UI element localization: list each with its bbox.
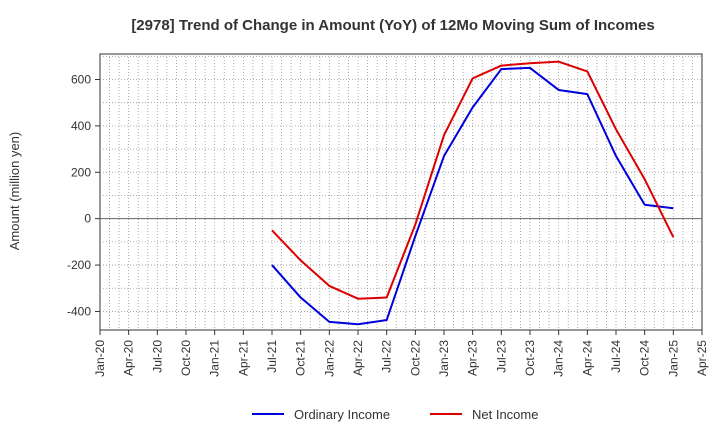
legend: Ordinary Income Net Income — [252, 407, 538, 422]
chart-title: [2978] Trend of Change in Amount (YoY) o… — [131, 17, 654, 34]
x-tick-label: Jul-22 — [380, 340, 394, 373]
legend-label: Ordinary Income — [294, 407, 390, 422]
x-axis-ticks: Jan-20 Apr-20 Jul-20 Oct-20 Jan-21 Apr-21 Jul-… — [93, 330, 709, 377]
series-line — [271, 66, 674, 326]
x-tick-label: Jul-24 — [609, 340, 623, 373]
x-tick-label: Jul-21 — [265, 340, 279, 373]
x-tick-label: Apr-21 — [236, 340, 250, 376]
x-tick-label: Oct-24 — [638, 340, 652, 376]
grid — [100, 54, 702, 330]
legend-label: Net Income — [472, 407, 538, 422]
y-tick-label: 400 — [71, 119, 91, 133]
x-tick-label: Jan-23 — [437, 340, 451, 377]
x-tick-label: Apr-24 — [580, 340, 594, 376]
y-axis-ticks: -400 -200 0 200 400 600 — [67, 73, 100, 318]
x-tick-label: Jan-21 — [208, 340, 222, 377]
x-tick-label: Jan-24 — [552, 340, 566, 377]
x-tick-label: Jan-25 — [666, 340, 680, 377]
x-tick-label: Oct-21 — [294, 340, 308, 376]
y-tick-label: 0 — [84, 212, 91, 226]
x-tick-label: Jul-23 — [494, 340, 508, 373]
x-tick-label: Oct-22 — [408, 340, 422, 376]
x-tick-label: Apr-20 — [122, 340, 136, 376]
x-tick-label: Jan-20 — [93, 340, 107, 377]
y-tick-label: 600 — [71, 73, 91, 87]
x-tick-label: Jan-22 — [322, 340, 336, 377]
x-tick-label: Jul-20 — [150, 340, 164, 373]
x-tick-label: Oct-23 — [523, 340, 537, 376]
x-tick-label: Apr-22 — [351, 340, 365, 376]
series-line — [271, 60, 675, 300]
y-tick-label: -400 — [67, 304, 91, 318]
series-lines — [271, 60, 675, 326]
x-tick-label: Apr-25 — [695, 340, 709, 376]
y-tick-label: -200 — [67, 258, 91, 272]
y-axis-label: Amount (million yen) — [7, 132, 22, 251]
y-tick-label: 200 — [71, 165, 91, 179]
x-tick-label: Apr-23 — [466, 340, 480, 376]
x-tick-label: Oct-20 — [179, 340, 193, 376]
